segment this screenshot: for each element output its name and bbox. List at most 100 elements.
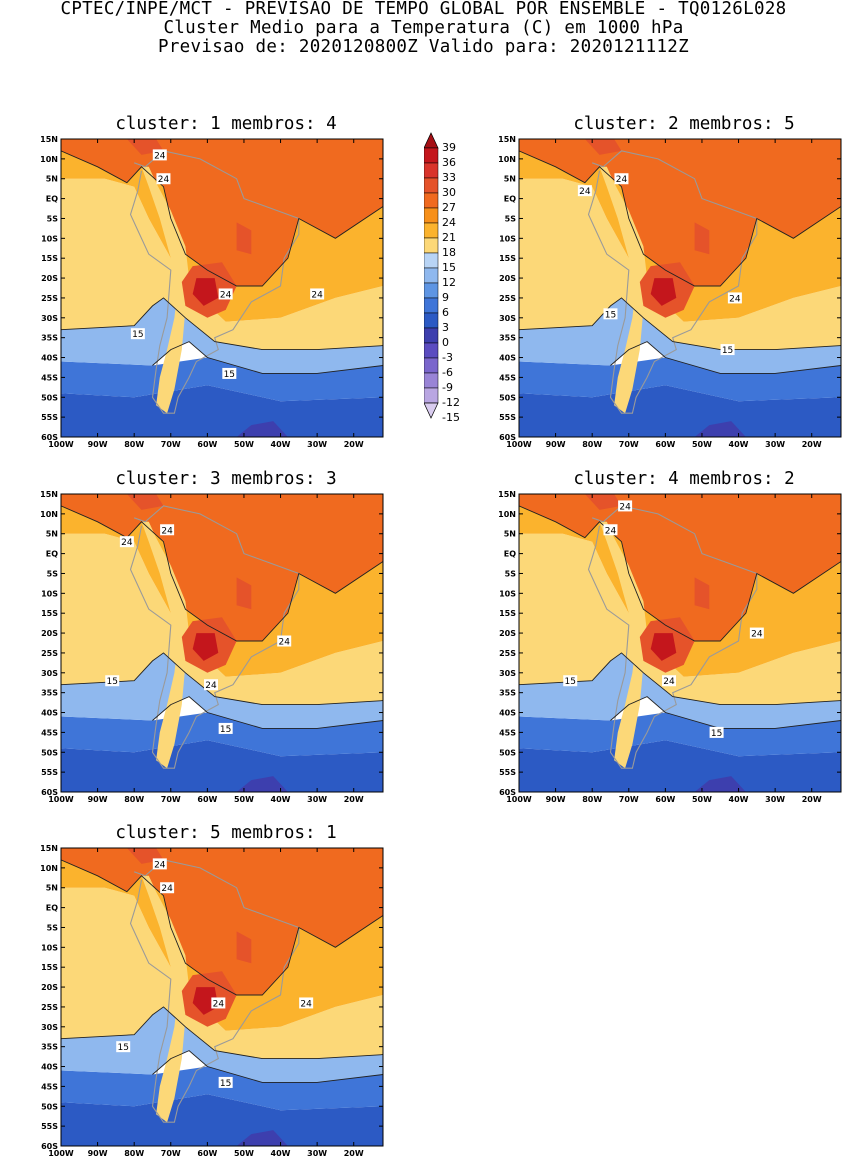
- contour-label: 15: [116, 1041, 131, 1053]
- contour-line: [61, 505, 383, 642]
- temperature-band-coldSpot: [236, 1130, 288, 1146]
- panel-title: cluster: 1 membros: 4: [115, 114, 337, 134]
- lon-tick-label: 40W: [271, 440, 291, 449]
- map-frame: [60, 138, 384, 438]
- lat-tick-label: 5N: [46, 530, 58, 539]
- temperature-band-darkOrange: [61, 139, 383, 286]
- temperature-band-lightBlue: [519, 652, 841, 729]
- colorbar-label: 0: [442, 336, 449, 349]
- lat-tick-label: EQ: [46, 904, 58, 913]
- colorbar-label: 36: [442, 156, 456, 169]
- temperature-map: 15N 10N 5N EQ 5S 10S 15S 20S 25S 30S 35S 40S 45S 50S 5…: [498, 135, 842, 449]
- svg-text:24: 24: [161, 884, 173, 894]
- lon-tick-label: 100W: [48, 440, 74, 449]
- lon-tick-label: 90W: [88, 1149, 108, 1158]
- lon-tick-label: 90W: [546, 795, 566, 804]
- temperature-band-red3: [236, 577, 252, 610]
- svg-text:24: 24: [619, 502, 631, 512]
- temperature-band-andes: [141, 875, 190, 1123]
- temperature-band-deepBlue: [519, 740, 841, 792]
- contour-line: [61, 150, 383, 287]
- map-frame: [60, 847, 384, 1147]
- lat-tick-label: 10N: [40, 510, 58, 519]
- colorbar-segment: [423, 177, 439, 194]
- contour-label: 15: [709, 726, 724, 739]
- lat-tick-label: 15N: [498, 490, 516, 499]
- svg-text:24: 24: [605, 526, 617, 536]
- temperature-band-lightBlue: [61, 652, 383, 729]
- lon-tick-label: 90W: [88, 795, 108, 804]
- lon-tick-label: 30W: [765, 795, 785, 804]
- lon-tick-label: 70W: [161, 1149, 181, 1158]
- lat-tick-label: 10S: [41, 589, 58, 598]
- temperature-band-andes: [599, 166, 648, 414]
- temperature-band-red2: [650, 278, 677, 306]
- contour-label: 24: [662, 675, 677, 687]
- contour-label: 24: [614, 173, 629, 185]
- lon-tick-label: 50W: [234, 1149, 254, 1158]
- contour-label: 24: [310, 288, 325, 300]
- lat-tick-label: 10S: [499, 589, 516, 598]
- contour-label: 24: [727, 292, 742, 304]
- lat-tick-label: EQ: [46, 195, 58, 204]
- lat-tick-label: 5S: [505, 214, 517, 223]
- contour-line: [61, 652, 383, 706]
- lon-tick-label: 40W: [729, 440, 749, 449]
- lat-tick-label: 5S: [505, 569, 517, 578]
- svg-text:24: 24: [663, 677, 675, 687]
- colorbar-segment: [423, 237, 439, 254]
- colorbar-segment: [423, 147, 439, 164]
- lat-tick-label: 25S: [41, 649, 58, 658]
- lon-tick-label: 50W: [234, 795, 254, 804]
- svg-text:24: 24: [311, 290, 323, 300]
- coastline: [129, 859, 300, 1123]
- lon-tick-label: 20W: [802, 440, 822, 449]
- contour-label: 15: [222, 367, 237, 380]
- contour-line: [519, 652, 841, 706]
- lon-tick-label: 90W: [546, 440, 566, 449]
- lat-tick-label: EQ: [504, 195, 516, 204]
- lat-tick-label: 10S: [41, 234, 58, 243]
- colorbar-segment: [423, 312, 439, 329]
- lat-tick-label: 15S: [41, 254, 58, 263]
- lat-tick-label: 15N: [498, 135, 516, 144]
- temperature-band-red2: [192, 278, 219, 306]
- lat-tick-label: 35S: [41, 689, 58, 698]
- temperature-band-red3: [236, 931, 252, 964]
- lon-tick-label: 60W: [655, 795, 675, 804]
- lon-tick-label: 80W: [582, 440, 602, 449]
- colorbar-label: -9: [442, 381, 453, 394]
- colorbar-segment: [423, 297, 439, 314]
- map-frame: [518, 138, 842, 438]
- lat-tick-label: 5N: [504, 175, 516, 184]
- lon-tick-label: 50W: [692, 795, 712, 804]
- lat-tick-label: 50S: [499, 748, 516, 757]
- svg-text:15: 15: [220, 1079, 231, 1089]
- coastline: [129, 505, 300, 769]
- colorbar-segment: [423, 342, 439, 359]
- svg-text:15: 15: [117, 1043, 128, 1053]
- contour-label: 24: [603, 524, 618, 536]
- lat-tick-label: 5S: [47, 214, 59, 223]
- colorbar-label: -12: [442, 396, 460, 409]
- lat-tick-label: 5N: [46, 175, 58, 184]
- lat-tick-label: 30S: [41, 314, 58, 323]
- coastline: [587, 150, 758, 414]
- temperature-band-red3: [694, 577, 710, 610]
- lon-tick-label: 20W: [802, 795, 822, 804]
- colorbar-label: 9: [442, 291, 449, 304]
- temperature-band-midBlue: [519, 712, 841, 757]
- temperature-band-red2: [192, 633, 219, 661]
- colorbar-label: 33: [442, 171, 456, 184]
- contour-label: 15: [105, 675, 120, 687]
- lat-tick-label: 55S: [499, 768, 516, 777]
- contour-label: 24: [160, 882, 175, 894]
- lon-tick-label: 70W: [161, 440, 181, 449]
- colorbar-segment: [423, 192, 439, 209]
- svg-text:15: 15: [722, 346, 733, 356]
- lon-tick-label: 30W: [765, 440, 785, 449]
- contour-label: 24: [152, 149, 167, 161]
- lat-tick-label: 40S: [499, 709, 516, 718]
- temperature-band-coldSpot: [694, 776, 746, 792]
- contour-line: [152, 696, 383, 729]
